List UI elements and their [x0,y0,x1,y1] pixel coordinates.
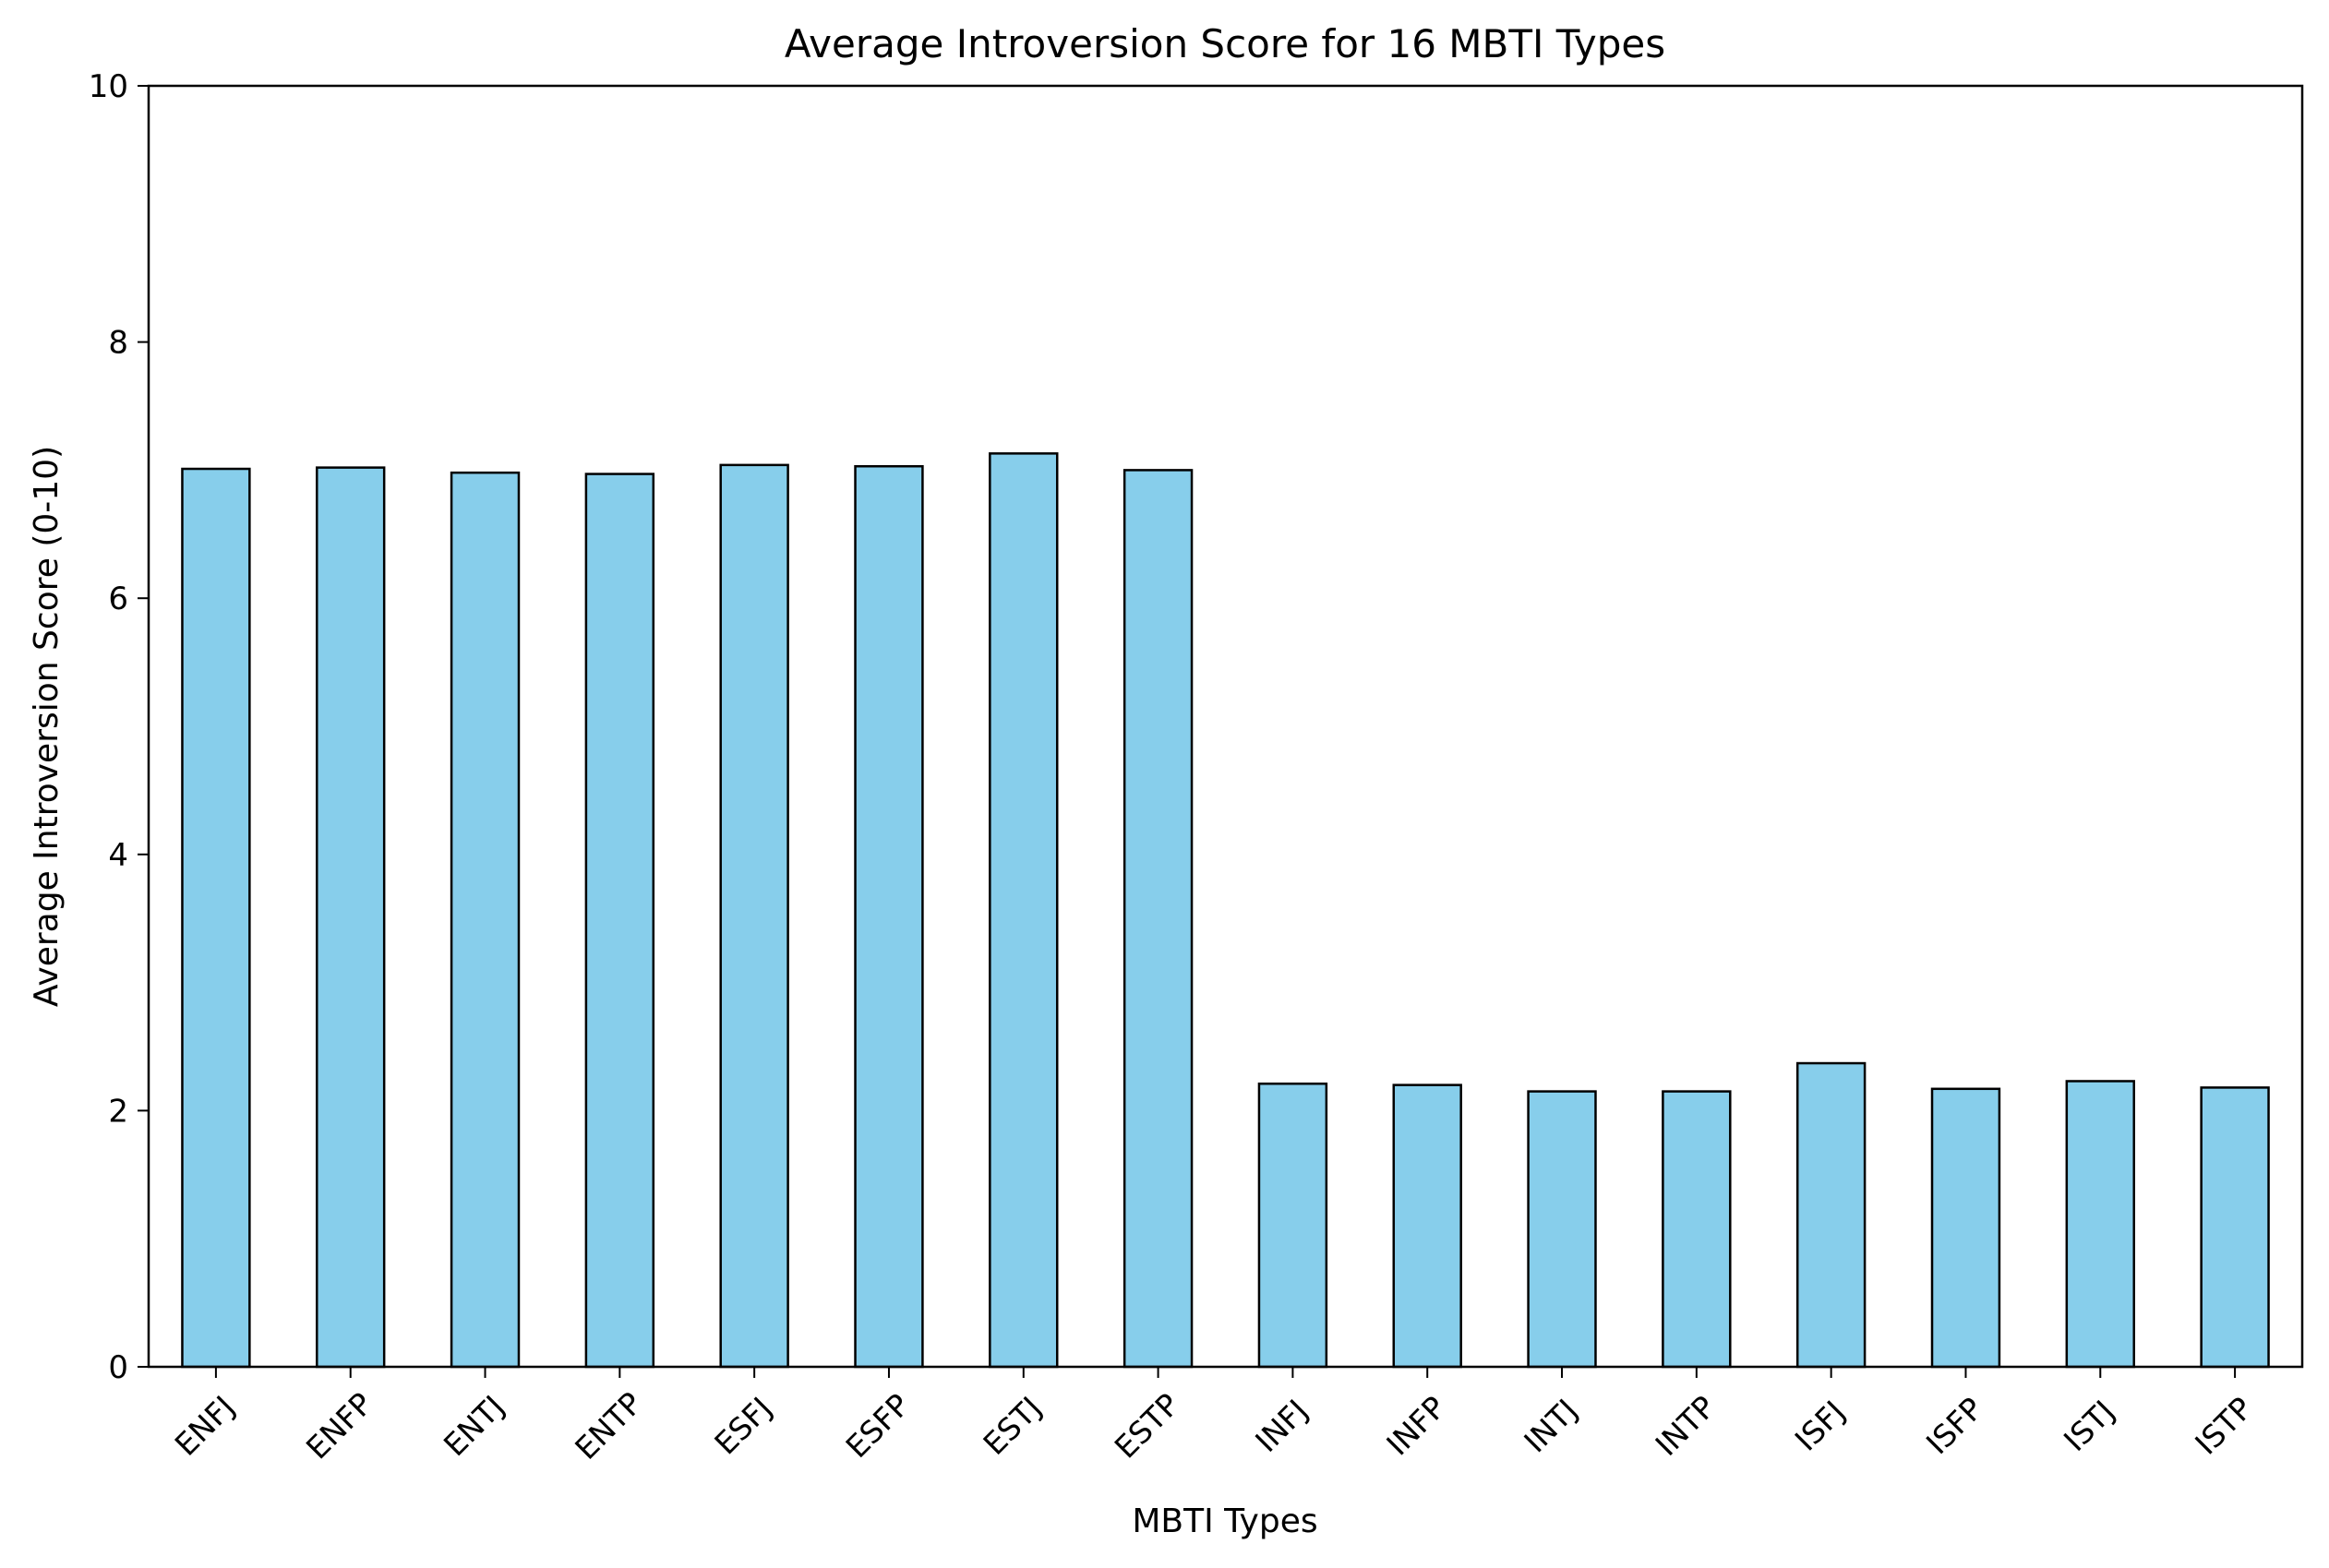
bar-intp [1662,1090,1732,1369]
bar-estj [989,452,1059,1369]
bar-intj [1527,1090,1597,1369]
y-axis-ticks: 0 2 4 6 8 10 [89,68,149,1386]
bar-infp [1392,1083,1462,1369]
bar-entj [450,471,521,1369]
bar-istj [2065,1080,2135,1369]
bar-esfj [719,463,789,1369]
bar-istp [2200,1086,2270,1369]
plot-area-frame [147,84,2304,1369]
y-tick-label: 4 [108,837,128,874]
bar-estp [1122,469,1194,1369]
y-tick-label: 8 [108,325,128,362]
bar-enfj [181,467,251,1369]
y-tick-label: 0 [108,1349,128,1386]
y-axis-label: Average Introversion Score (0-10) [28,446,66,1007]
y-tick-label: 2 [108,1093,128,1130]
chart-title: Average Introversion Score for 16 MBTI T… [785,21,1665,66]
bar-esfp [854,464,924,1369]
x-axis-label: MBTI Types [1132,1502,1317,1540]
bar-isfj [1795,1061,1867,1369]
y-tick-label: 10 [89,68,128,105]
bar-enfp [316,466,386,1369]
bar-isfp [1930,1087,2001,1369]
bar-entp [584,473,655,1369]
y-tick-label: 6 [108,581,128,617]
bar-infj [1257,1083,1328,1369]
bars-group [181,452,2270,1369]
